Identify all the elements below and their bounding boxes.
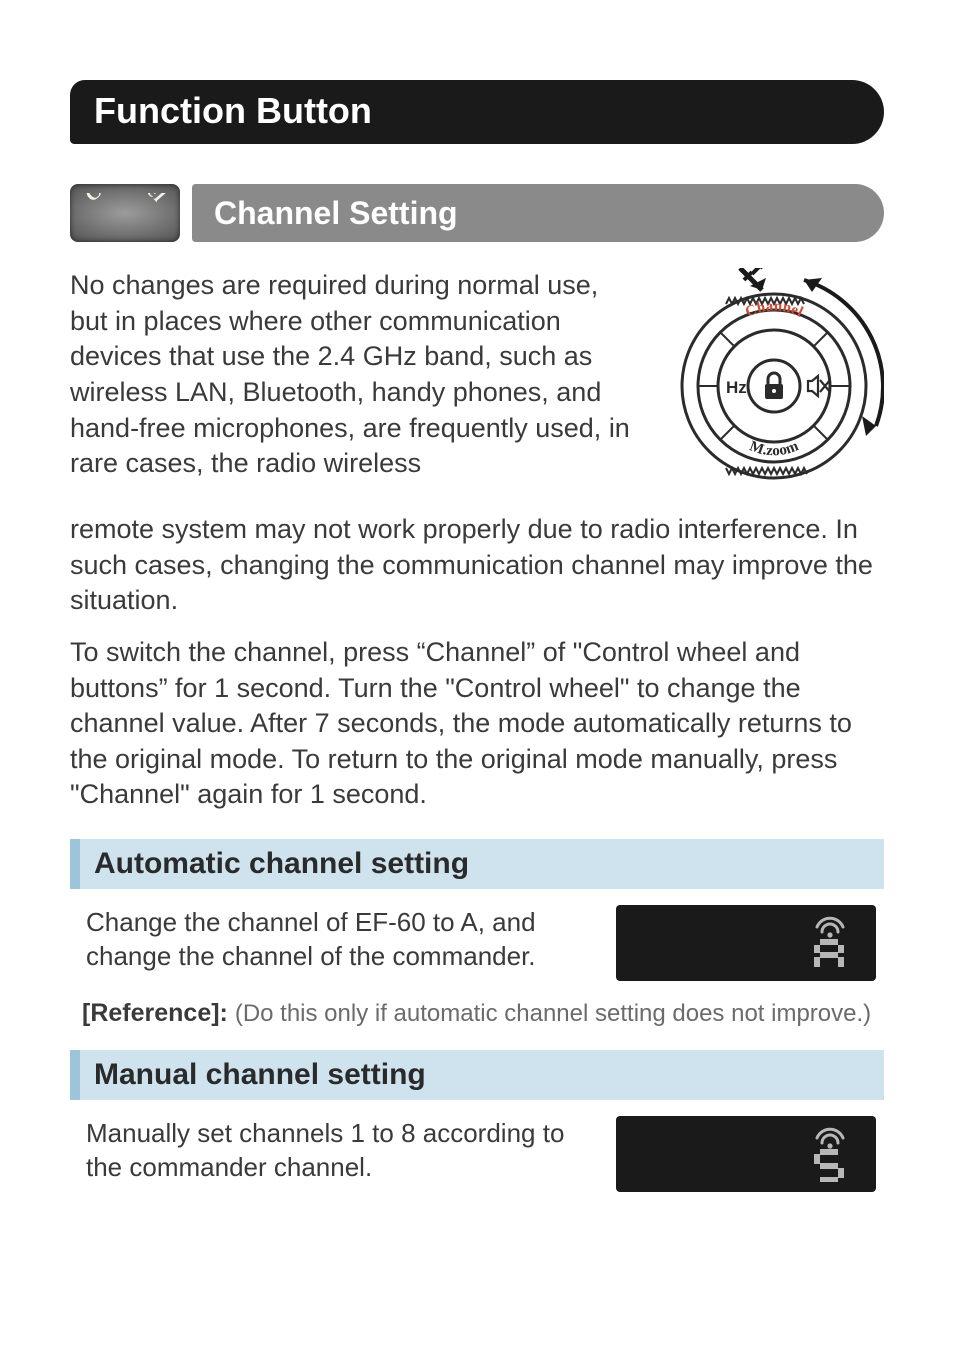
control-wheel-figure: Hz Channel M.zoom <box>654 268 884 498</box>
channel-setting-row: Channel Channel Setting <box>70 184 884 242</box>
wheel-left-label: Hz <box>726 378 747 397</box>
mute-icon <box>808 376 830 396</box>
paragraph-1a: No changes are required during normal us… <box>70 268 636 498</box>
section-automatic-title: Automatic channel setting <box>70 839 884 889</box>
reference-note: (Do this only if automatic channel setti… <box>235 1000 871 1027</box>
section-manual-text: Manually set channels 1 to 8 according t… <box>86 1116 594 1185</box>
section-manual-row: Manually set channels 1 to 8 according t… <box>70 1116 884 1192</box>
paragraph-2: To switch the channel, press “Channel” o… <box>70 635 884 813</box>
lcd-cycle-wifi-icon <box>788 1126 858 1182</box>
section-automatic-row: Change the channel of EF-60 to A, and ch… <box>70 905 884 981</box>
lcd-display-auto <box>616 905 876 981</box>
channel-badge-label: Channel <box>81 193 169 206</box>
reference-line: [Reference]: (Do this only if automatic … <box>70 999 884 1028</box>
channel-arc-icon: Channel <box>79 193 171 233</box>
reference-label: [Reference]: <box>82 999 228 1027</box>
lcd-display-manual <box>616 1116 876 1192</box>
arrow-in-icon <box>740 268 768 290</box>
channel-badge: Channel <box>70 184 180 242</box>
svg-text:Channel: Channel <box>81 193 169 206</box>
sub-header: Channel Setting <box>192 184 884 242</box>
main-header: Function Button <box>70 80 884 144</box>
intro-block: No changes are required during normal us… <box>70 268 884 498</box>
lock-icon <box>765 373 783 399</box>
section-manual-title: Manual channel setting <box>70 1050 884 1100</box>
section-automatic-text: Change the channel of EF-60 to A, and ch… <box>86 905 594 974</box>
lcd-a-wifi-icon <box>788 915 858 971</box>
paragraph-1b: remote system may not work properly due … <box>70 512 884 619</box>
